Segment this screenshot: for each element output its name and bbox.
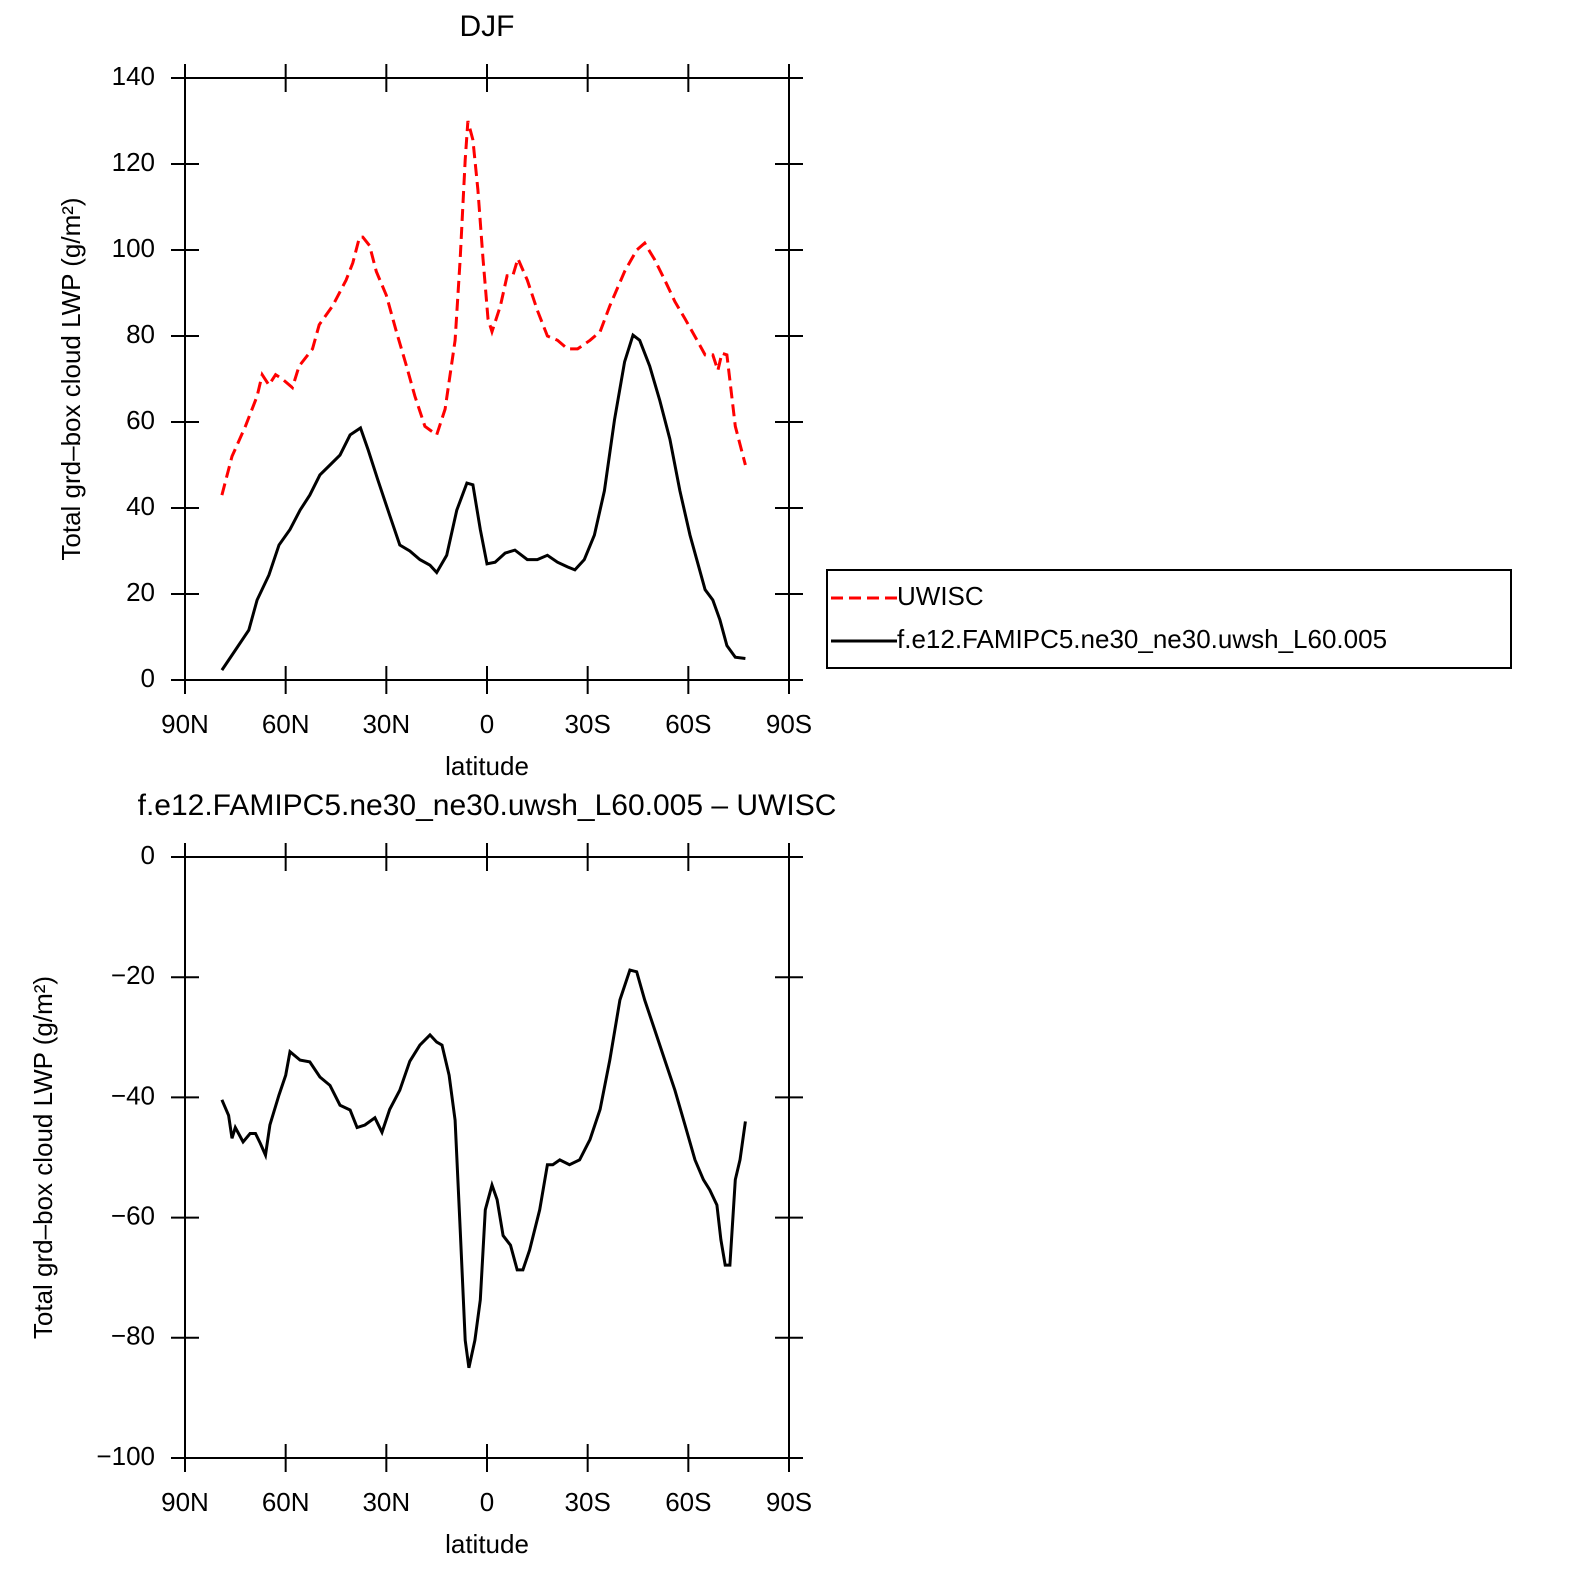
y-tick-label: 140 [112, 61, 155, 91]
chart-title: DJF [460, 10, 515, 43]
x-tick-label: 0 [480, 709, 494, 739]
x-tick-label: 90S [766, 1487, 812, 1517]
y-tick-label: 40 [126, 491, 155, 521]
y-tick-label: −100 [96, 1441, 155, 1471]
y-tick-label: −20 [111, 960, 155, 990]
x-tick-label: 30S [565, 709, 611, 739]
chart-title: f.e12.FAMIPC5.ne30_ne30.uwsh_L60.005 – U… [138, 789, 837, 822]
y-axis-label: Total grd–box cloud LWP (g/m²) [28, 976, 58, 1339]
y-tick-label: −60 [111, 1200, 155, 1230]
y-tick-label: 0 [141, 663, 155, 693]
x-tick-label: 60S [665, 1487, 711, 1517]
data-line [220, 120, 747, 496]
x-axis-label: latitude [445, 1529, 529, 1559]
x-tick-label: 90N [161, 709, 209, 739]
legend-label: f.e12.FAMIPC5.ne30_ne30.uwsh_L60.005 [897, 624, 1387, 654]
y-tick-label: 60 [126, 405, 155, 435]
x-tick-label: 60S [665, 709, 711, 739]
plot-frame [184, 856, 790, 1459]
x-tick-label: 30S [565, 1487, 611, 1517]
legend-box [826, 569, 1512, 669]
x-tick-label: 90N [161, 1487, 209, 1517]
data-line [220, 968, 747, 1369]
y-tick-label: −40 [111, 1080, 155, 1110]
x-tick-label: 90S [766, 709, 812, 739]
legend-label: UWISC [897, 581, 984, 611]
x-axis-label: latitude [445, 751, 529, 781]
x-tick-label: 30N [362, 1487, 410, 1517]
x-tick-label: 60N [262, 1487, 310, 1517]
y-tick-label: 0 [141, 840, 155, 870]
x-tick-label: 30N [362, 709, 410, 739]
y-axis-label: Total grd–box cloud LWP (g/m²) [56, 197, 86, 560]
x-tick-label: 0 [480, 1487, 494, 1517]
x-tick-label: 60N [262, 709, 310, 739]
y-tick-label: 100 [112, 233, 155, 263]
data-line [220, 332, 746, 671]
y-tick-label: 120 [112, 147, 155, 177]
y-tick-label: 80 [126, 319, 155, 349]
y-tick-label: −80 [111, 1321, 155, 1351]
y-tick-label: 20 [126, 577, 155, 607]
plot-frame [184, 77, 790, 681]
